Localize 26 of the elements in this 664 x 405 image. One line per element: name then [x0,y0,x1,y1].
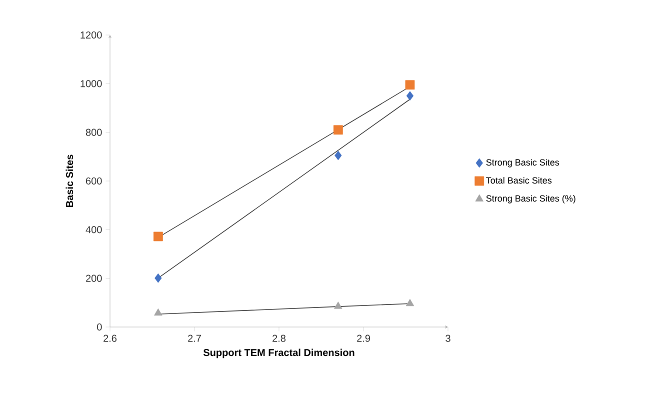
legend-label: Strong Basic Sites [486,158,560,168]
y-tick-label: 600 [86,177,102,185]
point [405,80,415,90]
point [153,232,163,242]
point [334,302,342,309]
point [406,298,414,306]
point [406,91,414,101]
point [333,125,343,135]
x-axis-title: Support TEM Fractal Dimension [203,348,354,358]
x-tick-label: 2.9 [357,334,370,342]
x-tick-label: 2.8 [272,334,286,342]
y-tick-label: 0 [97,323,102,331]
point [334,150,342,160]
legend-label: Strong Basic Sites (%) [486,195,576,204]
y-tick-label: 1200 [80,31,102,39]
x-tick-label: 2.6 [104,334,117,342]
y-tick-label: 200 [86,274,102,282]
point [154,273,162,283]
x-tick-label: 2.7 [188,334,201,342]
y-tick-label: 800 [86,128,102,136]
y-tick-label: 1000 [80,80,102,88]
y-tick-label: 400 [86,226,102,234]
y-axis-title: Basic Sites [66,154,74,208]
x-tick-label: 3 [446,334,450,342]
point [154,308,162,316]
legend-label: Total Basic Sites [486,176,552,184]
